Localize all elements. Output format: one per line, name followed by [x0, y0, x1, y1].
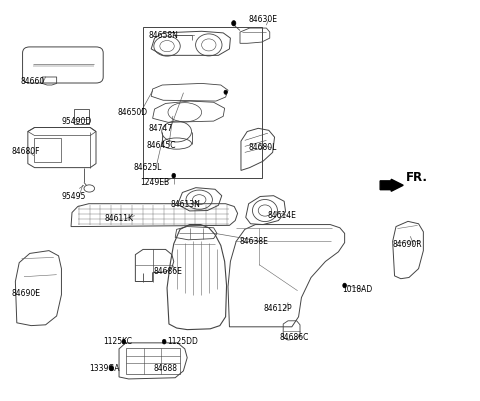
Ellipse shape [231, 20, 236, 26]
Text: 84625L: 84625L [133, 163, 162, 172]
Ellipse shape [343, 283, 347, 288]
Text: 84747: 84747 [149, 124, 173, 133]
Text: 1125KC: 1125KC [103, 337, 132, 346]
Text: 84686E: 84686E [154, 267, 182, 276]
Ellipse shape [172, 173, 176, 178]
Text: 1125DD: 1125DD [167, 337, 198, 346]
Text: 84660: 84660 [20, 77, 45, 86]
Ellipse shape [109, 365, 113, 371]
Text: 84690E: 84690E [12, 289, 41, 298]
Bar [126, 348, 180, 374]
Ellipse shape [224, 90, 228, 94]
Text: 84613N: 84613N [170, 200, 200, 209]
Text: 84612P: 84612P [263, 304, 292, 313]
Text: 84688: 84688 [154, 364, 178, 373]
Text: 84614E: 84614E [268, 211, 297, 220]
Bar [74, 109, 89, 124]
Text: 95490D: 95490D [61, 117, 92, 126]
Text: 1339GA: 1339GA [89, 364, 120, 373]
Text: 84650D: 84650D [118, 108, 148, 117]
Text: 1018AD: 1018AD [342, 285, 372, 294]
Text: 84686C: 84686C [279, 333, 309, 342]
Ellipse shape [122, 339, 126, 344]
Text: 84680F: 84680F [12, 147, 40, 156]
Text: 84645C: 84645C [146, 141, 176, 150]
Ellipse shape [162, 339, 166, 344]
Text: FR.: FR. [406, 171, 428, 184]
Text: 1249EB: 1249EB [140, 178, 169, 187]
FancyArrow shape [380, 179, 403, 191]
Text: 84690R: 84690R [393, 240, 422, 249]
Bar [34, 138, 61, 162]
Text: 84680L: 84680L [249, 143, 277, 152]
Text: 95495: 95495 [61, 192, 86, 201]
Bar [143, 27, 262, 178]
Text: 84658N: 84658N [149, 31, 179, 40]
Text: 84611K: 84611K [105, 214, 133, 223]
Text: 84638E: 84638E [239, 237, 268, 246]
Text: 84630E: 84630E [249, 15, 277, 24]
